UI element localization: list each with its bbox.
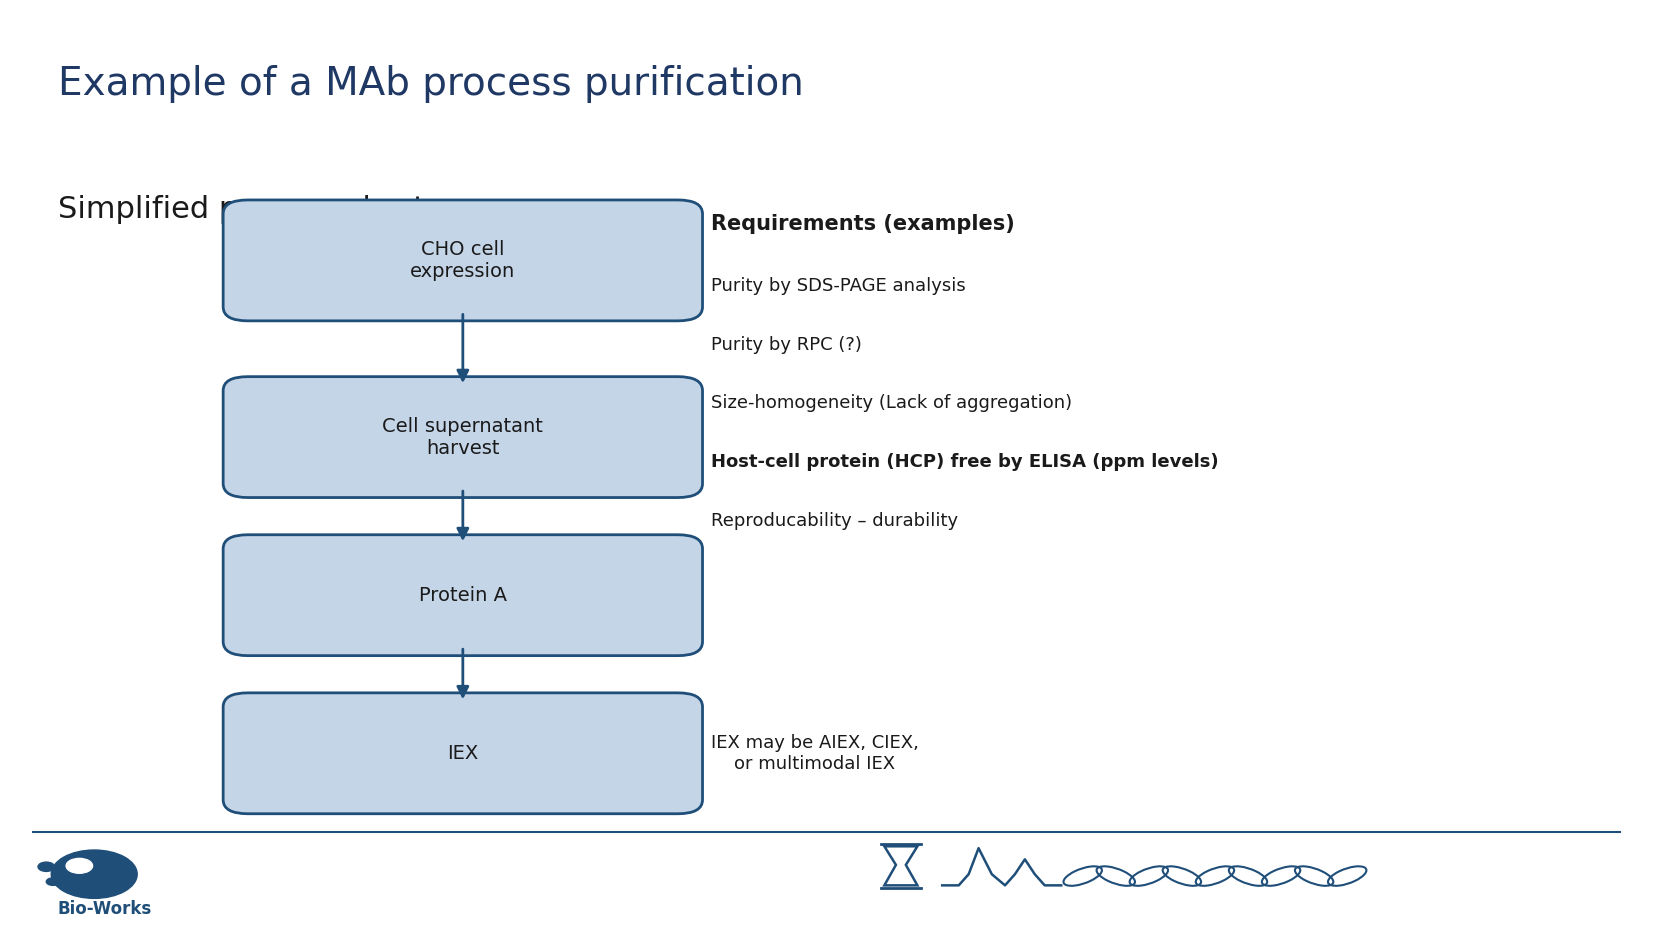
Text: Cell supernatant
harvest: Cell supernatant harvest: [382, 417, 544, 458]
Text: Simplified process chart: Simplified process chart: [58, 195, 425, 224]
Text: Reproducability – durability: Reproducability – durability: [711, 512, 959, 529]
Text: CHO cell
expression: CHO cell expression: [410, 240, 516, 281]
Text: IEX may be AIEX, CIEX,
or multimodal IEX: IEX may be AIEX, CIEX, or multimodal IEX: [711, 734, 919, 773]
Text: Bio-Works: Bio-Works: [58, 900, 152, 918]
Text: Protein A: Protein A: [418, 586, 507, 604]
Text: Requirements (examples): Requirements (examples): [711, 214, 1015, 234]
Circle shape: [51, 850, 137, 898]
Text: Purity by RPC (?): Purity by RPC (?): [711, 336, 861, 353]
Circle shape: [38, 862, 55, 871]
FancyBboxPatch shape: [223, 535, 703, 656]
Circle shape: [66, 858, 93, 873]
Text: Host-cell protein (HCP) free by ELISA (ppm levels): Host-cell protein (HCP) free by ELISA (p…: [711, 453, 1218, 471]
FancyBboxPatch shape: [223, 200, 703, 321]
Text: Example of a MAb process purification: Example of a MAb process purification: [58, 65, 803, 103]
FancyBboxPatch shape: [223, 693, 703, 814]
Text: Purity by SDS-PAGE analysis: Purity by SDS-PAGE analysis: [711, 277, 965, 295]
Text: IEX: IEX: [448, 744, 478, 763]
Text: Size-homogeneity (Lack of aggregation): Size-homogeneity (Lack of aggregation): [711, 394, 1071, 412]
FancyBboxPatch shape: [223, 377, 703, 498]
Circle shape: [46, 878, 60, 885]
